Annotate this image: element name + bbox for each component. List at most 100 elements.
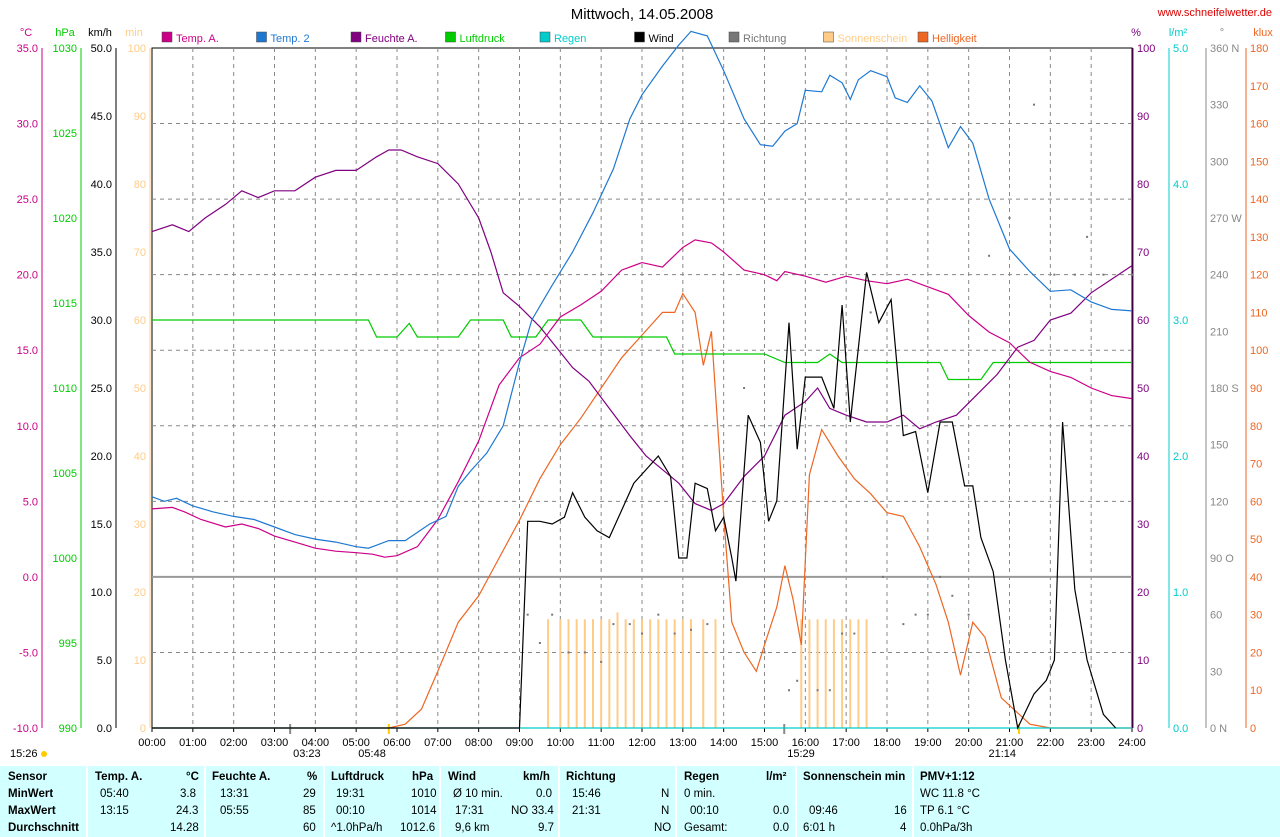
x-tick-label: 15:00	[751, 737, 779, 749]
humidity-axis-tick-label: 100	[1137, 43, 1155, 55]
pressure-axis-tick-label: 1010	[53, 383, 77, 395]
x-tick-label: 04:00	[302, 737, 330, 749]
direction-axis-tick-label: 30	[1210, 666, 1222, 678]
wind-axis-unit: km/h	[88, 27, 112, 39]
sun-axis-tick-label: 80	[134, 179, 146, 191]
legend: Temp. A. Temp. 2 Feuchte A. Luftdruck Regen W…	[161, 31, 977, 45]
humidity-axis-tick-label: 0	[1137, 723, 1143, 735]
x-tick-label: 13:00	[669, 737, 697, 749]
direction-point	[951, 594, 954, 597]
legend-label: Temp. 2	[271, 33, 310, 45]
x-tick-label: 24:00	[1118, 737, 1146, 749]
direction-point	[869, 311, 872, 314]
moonrise-label: 15:26	[10, 748, 38, 760]
regen-min-label: 0 min.	[684, 788, 716, 800]
luftdruck-max: 1014	[411, 805, 437, 817]
humidity-axis-tick-label: 40	[1137, 451, 1149, 463]
feuchte-max: 85	[303, 805, 316, 817]
pressure-axis-tick-label: 1005	[53, 468, 77, 480]
luftdruck-line	[152, 319, 1132, 381]
sun-axis-tick-label: 70	[134, 247, 146, 259]
direction-axis-tick-label: 240	[1210, 270, 1228, 282]
sonne-max: 16	[894, 805, 907, 817]
direction-point	[926, 613, 929, 616]
lux-axis-tick-label: 130	[1250, 232, 1268, 244]
direction-axis-tick-label: 360 N	[1210, 43, 1239, 55]
direction-point	[788, 689, 790, 692]
direction-point	[551, 613, 554, 616]
direction-point	[763, 651, 766, 654]
x-tick-label: 21:00	[996, 737, 1024, 749]
wind-max-time: 17:31	[455, 805, 484, 817]
direction-axis-tick-label: 210	[1210, 326, 1228, 338]
legend-label: Wind	[649, 33, 674, 45]
regen-header: Regen	[684, 771, 720, 783]
direction-point	[1102, 273, 1105, 276]
x-tick-label: 09:00	[506, 737, 534, 749]
x-tick-label: 12:00	[628, 737, 656, 749]
rain-axis-tick-label: 3.0	[1173, 315, 1188, 327]
lux-axis-tick-label: 10	[1250, 685, 1262, 697]
direction-point	[567, 651, 570, 654]
sun-axis-tick-label: 100	[128, 43, 146, 55]
wind-axis-tick-label: 50.0	[91, 43, 112, 55]
sun-axis-tick-label: 90	[134, 111, 146, 123]
direction-point	[538, 642, 541, 644]
rain-axis-unit: l/m²	[1169, 27, 1188, 39]
wind-distance: 9,6 km	[455, 822, 490, 834]
lux-axis-tick-label: 170	[1250, 81, 1268, 93]
direction-point	[743, 387, 746, 389]
direction-point	[914, 613, 917, 616]
richtung-max: N	[661, 805, 670, 817]
lux-axis-tick-label: 160	[1250, 119, 1268, 131]
row-label-max: MaxWert	[8, 805, 56, 817]
direction-point	[641, 632, 643, 635]
wind-axis-tick-label: 10.0	[91, 587, 112, 599]
humidity-axis-tick-label: 50	[1137, 383, 1149, 395]
x-tick-label: 06:00	[383, 737, 411, 749]
wind-axis-tick-label: 30.0	[91, 315, 112, 327]
sun-axis-tick-label: 30	[134, 519, 146, 531]
direction-point	[796, 679, 799, 682]
direction-point	[690, 628, 692, 631]
x-tick-label: 23:00	[1077, 737, 1105, 749]
moonset-label: 03:23	[293, 748, 321, 760]
temp-max-time: 13:15	[100, 805, 129, 817]
sonne-header: Sonnenschein min	[803, 771, 906, 783]
direction-point	[526, 613, 529, 616]
direction-axis-tick-label: 180 S	[1210, 383, 1239, 395]
luftdruck-trend: ^1.0hPa/h	[331, 822, 383, 834]
wind-header: Wind	[448, 771, 476, 783]
x-tick-label: 18:00	[873, 737, 901, 749]
lux-axis-tick-label: 120	[1250, 270, 1268, 282]
x-tick-label: 22:00	[1037, 737, 1065, 749]
feuchte-max-time: 05:55	[220, 805, 249, 817]
richtung-min: N	[661, 788, 670, 800]
temp-axis-tick-label: 0.0	[23, 572, 38, 584]
legend-label: Feuchte A.	[365, 33, 418, 45]
chart-title: Mittwoch, 14.05.2008	[571, 6, 714, 23]
temp-a-line	[151, 239, 1133, 558]
pmv-pressure-trend: 0.0hPa/3h	[920, 822, 973, 834]
direction-axis-tick-label: 60	[1210, 610, 1222, 622]
temp-avg: 14.28	[170, 822, 199, 834]
direction-point	[1008, 217, 1011, 219]
wind-axis-tick-label: 0.0	[97, 723, 112, 735]
regen-max: 0.0	[773, 805, 789, 817]
legend-swatch	[917, 31, 929, 43]
x-tick-label: 14:00	[710, 737, 738, 749]
direction-point	[1086, 235, 1089, 238]
legend-swatch	[445, 31, 456, 43]
site-link[interactable]: www.schneifelwetter.de	[1157, 7, 1272, 19]
x-tick-label: 10:00	[547, 737, 575, 749]
sonne-avg: 4	[900, 822, 907, 834]
direction-point	[841, 632, 844, 635]
wind-min: 0.0	[536, 788, 552, 800]
temp-axis-tick-label: 35.0	[17, 43, 38, 55]
direction-point	[902, 623, 905, 626]
humidity-axis-tick-label: 60	[1137, 315, 1149, 327]
x-tick-label: 19:00	[914, 737, 942, 749]
direction-axis-tick-label: 150	[1210, 440, 1228, 452]
lux-axis-tick-label: 40	[1250, 572, 1262, 584]
humidity-axis-tick-label: 90	[1137, 111, 1149, 123]
